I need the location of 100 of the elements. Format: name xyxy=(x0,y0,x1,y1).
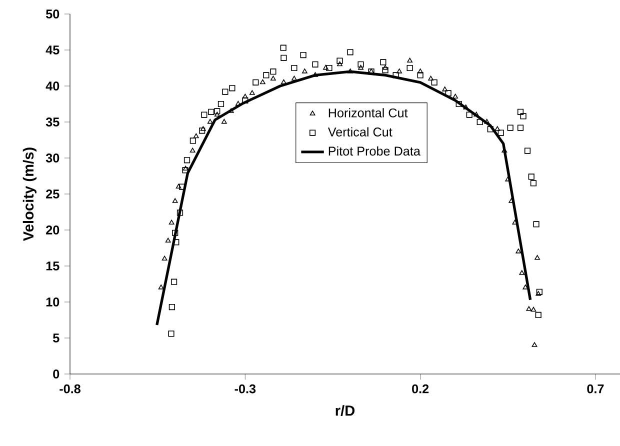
point xyxy=(207,118,213,124)
point xyxy=(165,238,171,243)
point xyxy=(532,342,538,347)
point xyxy=(498,130,504,136)
point xyxy=(201,112,208,118)
point xyxy=(221,118,227,124)
point xyxy=(534,255,540,260)
point xyxy=(358,61,364,68)
point xyxy=(487,126,494,132)
point xyxy=(158,284,164,290)
point xyxy=(347,49,354,56)
point xyxy=(168,220,174,225)
point xyxy=(396,68,402,74)
point xyxy=(336,58,343,64)
point xyxy=(280,54,287,61)
x-axis-title: r/D xyxy=(336,405,355,416)
y-tick-label: 5 xyxy=(53,334,60,342)
y-tick-label: 20 xyxy=(46,226,60,234)
y-tick-label: 15 xyxy=(46,262,60,270)
point xyxy=(292,76,297,81)
point xyxy=(517,108,524,115)
point xyxy=(176,210,184,216)
point xyxy=(418,68,424,74)
point xyxy=(190,148,196,153)
x-tick-label: -0.3 xyxy=(234,384,256,394)
point xyxy=(172,198,178,203)
point xyxy=(428,76,434,81)
point xyxy=(291,64,298,72)
point xyxy=(190,138,196,144)
point xyxy=(337,61,342,66)
point xyxy=(442,86,448,92)
y-tick-label: 35 xyxy=(46,118,60,126)
point xyxy=(168,330,174,337)
legend-label: Pitot Probe Data xyxy=(328,146,420,156)
y-tick-label: 10 xyxy=(46,298,60,306)
point xyxy=(530,180,537,186)
point xyxy=(536,288,542,295)
point xyxy=(280,44,286,51)
point xyxy=(182,167,188,174)
legend-label: Vertical Cut xyxy=(328,127,392,136)
point xyxy=(535,312,542,318)
point xyxy=(200,126,206,131)
point xyxy=(524,148,531,154)
point xyxy=(517,124,524,131)
point xyxy=(526,306,532,311)
y-axis-title: Velocity (m/s) xyxy=(22,148,36,241)
point xyxy=(507,124,514,131)
y-tick-label: 0 xyxy=(53,370,60,378)
point xyxy=(252,79,259,86)
point xyxy=(214,108,220,114)
point xyxy=(431,79,438,86)
point xyxy=(520,113,526,120)
y-tick-label: 50 xyxy=(46,10,60,18)
point xyxy=(358,64,364,70)
point xyxy=(170,278,178,285)
point xyxy=(270,68,276,75)
point xyxy=(476,118,483,126)
x-tick-label: -0.8 xyxy=(60,384,80,394)
point xyxy=(193,133,199,138)
point xyxy=(302,68,308,74)
point xyxy=(168,304,175,310)
y-tick-label: 30 xyxy=(46,154,60,162)
point xyxy=(208,108,214,115)
point xyxy=(229,85,236,92)
point xyxy=(452,94,458,99)
point xyxy=(270,76,276,81)
point xyxy=(172,230,178,236)
point xyxy=(380,59,386,66)
point xyxy=(242,94,248,99)
point xyxy=(536,291,542,296)
point xyxy=(280,79,286,84)
point xyxy=(516,248,522,254)
point xyxy=(406,64,413,72)
point xyxy=(466,112,472,118)
y-tick-label: 25 xyxy=(46,190,60,198)
point xyxy=(222,88,228,95)
point xyxy=(528,174,534,180)
point xyxy=(530,306,536,312)
point xyxy=(417,72,424,78)
x-tick-label: 0.2 xyxy=(412,384,429,394)
point xyxy=(184,157,190,164)
point xyxy=(176,184,182,189)
point xyxy=(445,90,452,96)
y-tick-label: 45 xyxy=(46,46,60,54)
point xyxy=(326,64,332,72)
point xyxy=(218,100,224,108)
point xyxy=(533,221,540,228)
point xyxy=(249,90,255,95)
point xyxy=(162,256,168,261)
point xyxy=(519,270,525,275)
y-tick-label: 40 xyxy=(46,82,60,90)
x-tick-label: 0.7 xyxy=(587,384,604,394)
point xyxy=(484,118,490,124)
point xyxy=(199,128,206,134)
point xyxy=(323,64,328,70)
point xyxy=(214,112,220,117)
point xyxy=(382,67,388,74)
point xyxy=(456,100,462,108)
point xyxy=(382,64,388,70)
legend-label: Horizontal Cut xyxy=(328,108,408,118)
